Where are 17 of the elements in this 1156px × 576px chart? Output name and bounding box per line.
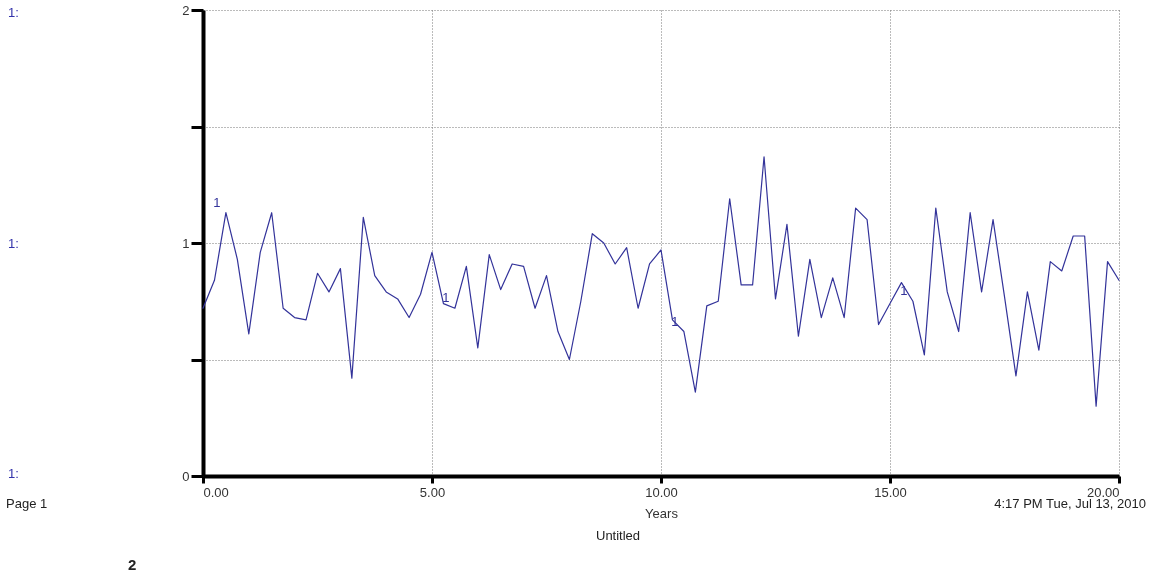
- x-tick-label: 15.00: [874, 484, 907, 500]
- y-tick-label: 0: [182, 468, 190, 484]
- x-axis-title: Years: [645, 505, 679, 521]
- x-tick-label: 5.00: [419, 484, 446, 500]
- y-tick-label: 1: [182, 235, 190, 251]
- text: Untitled: [596, 528, 641, 543]
- x-tick-label: 0.00: [203, 484, 229, 500]
- text: 2: [128, 556, 137, 573]
- text: 1: [213, 194, 221, 210]
- x-tick-label: 10.00: [645, 484, 678, 500]
- text: Page 1: [6, 496, 48, 511]
- y-tick-label: 2: [182, 2, 190, 18]
- line-series: [202, 156, 1120, 407]
- text: 1:: [8, 236, 19, 251]
- text: 1:: [8, 466, 19, 481]
- text: 1:: [8, 5, 19, 20]
- text: 1: [442, 290, 450, 306]
